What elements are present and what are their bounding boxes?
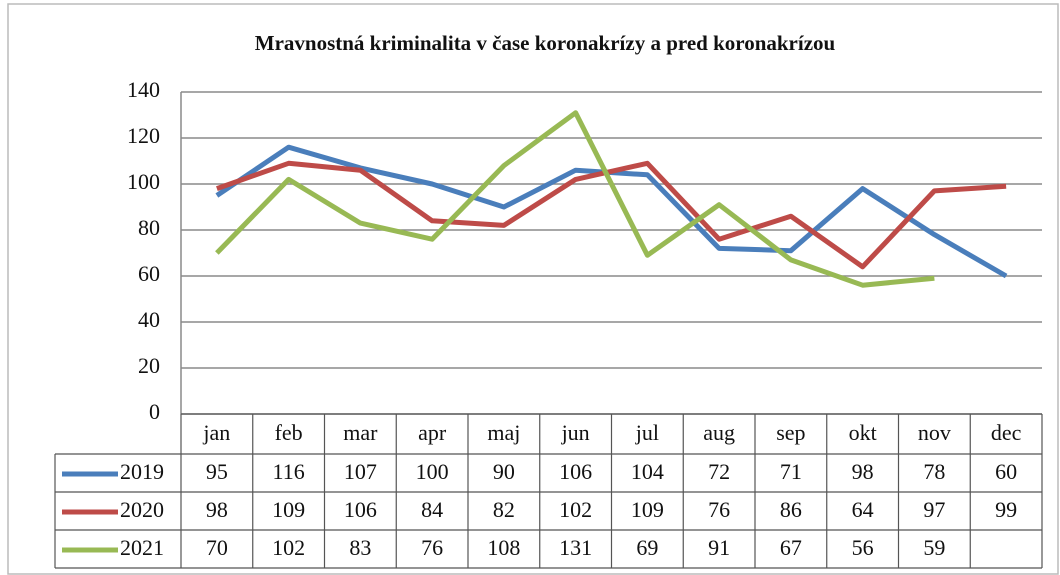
- table-cell: 98: [206, 497, 228, 522]
- table-cell: 67: [780, 535, 802, 560]
- table-cell: 108: [487, 535, 520, 560]
- table-cell: 84: [421, 497, 443, 522]
- table-cell: 76: [421, 535, 443, 560]
- x-tick-label: feb: [275, 420, 303, 445]
- table-cell: 109: [631, 497, 664, 522]
- table-cell: 106: [344, 497, 377, 522]
- table-cell: 69: [636, 535, 658, 560]
- table-cell: 60: [995, 459, 1017, 484]
- table-cell: 97: [923, 497, 945, 522]
- y-tick-label: 40: [138, 307, 160, 332]
- table-cell: 116: [273, 459, 305, 484]
- y-tick-label: 0: [149, 399, 160, 424]
- y-tick-label: 60: [138, 261, 160, 286]
- table-cell: 106: [559, 459, 592, 484]
- table-cell: 70: [206, 535, 228, 560]
- table-cell: 90: [493, 459, 515, 484]
- y-tick-label: 140: [127, 77, 160, 102]
- table-cell: 83: [349, 535, 371, 560]
- series-line: [215, 110, 935, 288]
- table-cell: 107: [344, 459, 377, 484]
- x-tick-label: aug: [703, 420, 735, 445]
- x-tick-label: jan: [202, 420, 230, 445]
- y-tick-label: 20: [138, 353, 160, 378]
- x-tick-label: apr: [418, 420, 447, 445]
- chart-border: [7, 3, 1059, 575]
- table-cell: 78: [923, 459, 945, 484]
- x-tick-label: okt: [849, 420, 877, 445]
- table-cell: 102: [272, 535, 305, 560]
- table-cell: 82: [493, 497, 515, 522]
- x-tick-label: dec: [991, 420, 1022, 445]
- table-cell: 72: [708, 459, 730, 484]
- table-cell: 100: [416, 459, 449, 484]
- x-tick-label: nov: [918, 420, 951, 445]
- x-tick-label: maj: [487, 420, 520, 445]
- table-cell: 99: [995, 497, 1017, 522]
- table-cell: 59: [923, 535, 945, 560]
- table-cell: 56: [852, 535, 874, 560]
- x-tick-label: sep: [776, 420, 805, 445]
- legend-label: 2019: [120, 459, 164, 484]
- x-tick-label: jun: [561, 420, 590, 445]
- table-cell: 98: [852, 459, 874, 484]
- y-tick-label: 120: [127, 123, 160, 148]
- y-tick-label: 100: [127, 169, 160, 194]
- table-cell: 71: [780, 459, 802, 484]
- table-cell: 95: [206, 459, 228, 484]
- table-cell: 76: [708, 497, 730, 522]
- table-cell: 91: [708, 535, 730, 560]
- x-tick-label: jul: [635, 420, 659, 445]
- y-tick-label: 80: [138, 215, 160, 240]
- table-cell: 104: [631, 459, 664, 484]
- table-cell: 109: [272, 497, 305, 522]
- table-cell: 86: [780, 497, 802, 522]
- table-cell: 102: [559, 497, 592, 522]
- series-line: [216, 160, 1007, 270]
- x-tick-label: mar: [343, 420, 378, 445]
- table-cell: 131: [559, 535, 592, 560]
- table-cell: 64: [852, 497, 874, 522]
- legend-label: 2020: [120, 497, 164, 522]
- legend-label: 2021: [120, 535, 164, 560]
- chart-title: Mravnostná kriminalita v čase koronakríz…: [255, 31, 836, 55]
